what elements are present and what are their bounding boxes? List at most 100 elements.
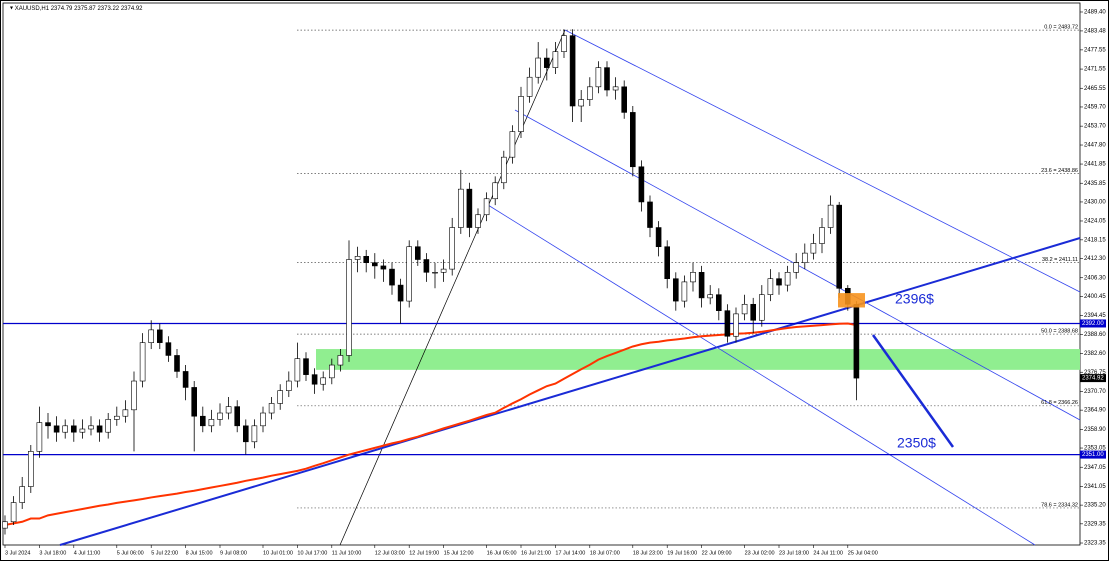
candle-body (371, 262, 378, 267)
candle-body (535, 57, 542, 78)
trendline (59, 237, 1081, 546)
candle-body (53, 425, 60, 433)
y-tick-label: 2435.85 (1084, 181, 1106, 187)
y-tick-label: 2388.60 (1084, 332, 1106, 338)
y-tick-label: 2400.45 (1084, 294, 1106, 300)
candle-body (758, 294, 765, 321)
candle-body (475, 214, 481, 228)
candle-body (208, 419, 215, 427)
x-tick-label: 16 Jul 05:00 (487, 550, 517, 556)
x-tick-label: 10 Jul 01:00 (263, 550, 293, 556)
candle-body (483, 198, 490, 216)
candle-body (819, 227, 825, 244)
candle-body (10, 502, 17, 523)
current-price-label: 2374.92 (1082, 376, 1104, 382)
candle-body (114, 415, 120, 420)
candle-body (492, 182, 499, 200)
candle-body (243, 425, 249, 443)
fib-label: 0.0 = 2483.72 (1044, 25, 1078, 31)
y-tick-label: 2376.75 (1084, 370, 1106, 376)
candle-body (268, 403, 275, 414)
candle-body (62, 425, 69, 433)
candle-body (337, 355, 344, 366)
candle-body (681, 281, 688, 302)
annotation: 2350$ (897, 435, 936, 451)
y-tick-label: 2489.40 (1084, 10, 1106, 16)
header: ▾ XAUUSD,H1 2374.79 2375.87 2373.22 2374… (10, 6, 143, 12)
candle-body (621, 86, 628, 113)
y-tick-label: 2329.35 (1084, 521, 1106, 527)
candle-body (96, 425, 103, 433)
y-tick-label: 2406.30 (1084, 275, 1106, 281)
candle-body (105, 419, 111, 433)
fib-label: 38.2 = 2411.11 (1042, 257, 1078, 263)
x-tick-label: 8 Jul 15:00 (186, 550, 213, 556)
fib-label: 23.6 = 2438.86 (1041, 168, 1078, 174)
candle-body (518, 96, 524, 132)
candle-body (440, 268, 447, 273)
candle-body (552, 51, 559, 68)
x-tick-label: 4 Jul 11:00 (74, 550, 101, 556)
candle-body (655, 227, 662, 248)
candle-body (182, 371, 189, 388)
candle-body (509, 131, 516, 158)
ohlc: 2373.22 (97, 6, 119, 12)
x-tick-label: 5 Jul 22:00 (151, 550, 178, 556)
candle-body (715, 294, 722, 311)
candle-body (801, 252, 808, 264)
candle-body (294, 358, 301, 382)
ohlc: 2374.92 (121, 6, 143, 12)
candle-body (784, 272, 791, 286)
y-tick-label: 2483.48 (1084, 28, 1106, 34)
ohlc: 2374.79 (51, 6, 73, 12)
candle-body (303, 358, 309, 375)
candle-body (217, 412, 223, 420)
y-tick-label: 2447.80 (1084, 143, 1106, 149)
x-tick-label: 25 Jul 04:00 (848, 550, 878, 556)
y-tick-label: 2353.05 (1084, 446, 1106, 452)
price-label-box (1080, 319, 1106, 328)
candle-body (595, 67, 602, 88)
moving-average (4, 322, 857, 526)
fib-label: 78.6 = 2334.32 (1041, 502, 1078, 508)
x-tick-label: 9 Jul 08:00 (220, 550, 247, 556)
candle-body (88, 425, 94, 430)
candle-body (561, 35, 567, 52)
candle-body (853, 303, 860, 379)
price-label: 2351.00 (1082, 452, 1104, 458)
candle-body (380, 265, 387, 270)
current-price-box (1080, 374, 1106, 383)
channel-line (487, 204, 1036, 546)
candle-body (157, 329, 163, 343)
x-tick-label: 19 Jul 16:00 (667, 550, 697, 556)
candle-body (750, 303, 757, 321)
symbol: XAUUSD,H1 (15, 6, 50, 12)
candle-body (2, 521, 8, 529)
y-tick-label: 2424.05 (1084, 219, 1106, 225)
candle-body (397, 284, 404, 302)
candle-body (346, 259, 352, 356)
candle-body (200, 415, 206, 427)
candle-body (449, 227, 456, 270)
candle-body (79, 428, 86, 433)
x-tick-label: 18 Jul 23:00 (633, 550, 663, 556)
y-tick-label: 2465.55 (1084, 86, 1106, 92)
candle-body (148, 329, 154, 343)
candle-body (174, 355, 180, 372)
candle-body (638, 166, 645, 203)
x-tick-label: 12 Jul 03:00 (375, 550, 405, 556)
candle-body (776, 278, 782, 286)
candle-body (260, 412, 266, 427)
x-tick-label: 3 Jul 2024 (5, 550, 30, 556)
candle-body (131, 380, 137, 411)
plot-frame (2, 2, 1081, 546)
candle-body (664, 246, 671, 280)
candle-body (767, 278, 774, 295)
candle-body (569, 35, 576, 107)
y-tick-label: 2335.20 (1084, 503, 1106, 509)
candle-body (71, 425, 77, 433)
candle-body (311, 374, 318, 385)
y-tick-label: 2323.35 (1084, 541, 1106, 547)
candle-body (389, 268, 395, 286)
